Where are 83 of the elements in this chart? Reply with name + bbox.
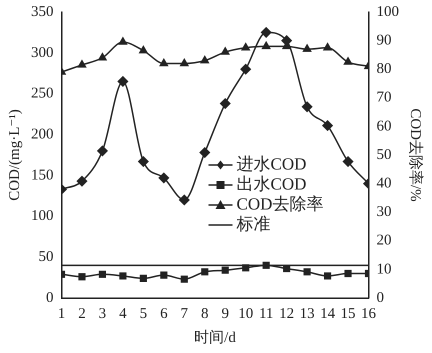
point xyxy=(180,276,188,283)
point xyxy=(220,98,230,109)
point xyxy=(342,156,354,167)
y-tick-label: 250 xyxy=(31,86,54,102)
y-tick-label: 100 xyxy=(31,208,54,224)
point xyxy=(97,146,108,156)
y2-tick-label: 80 xyxy=(376,61,392,78)
point xyxy=(119,272,126,280)
point xyxy=(78,273,86,280)
x-tick-label: 2 xyxy=(78,306,86,322)
y2-tick-label: 90 xyxy=(376,32,392,49)
y2-tick-label: 0 xyxy=(376,290,384,306)
point xyxy=(262,262,270,269)
point xyxy=(302,102,312,112)
x-tick-label: 8 xyxy=(201,306,209,322)
point xyxy=(158,172,170,184)
point xyxy=(76,176,88,186)
x-tick-label: 14 xyxy=(320,306,336,322)
y2-tick-label: 40 xyxy=(376,176,392,192)
point xyxy=(324,272,332,280)
point xyxy=(344,57,352,65)
x-tick-label: 6 xyxy=(160,306,168,322)
point xyxy=(118,76,128,87)
legend-label: 进水COD xyxy=(236,154,306,174)
x-tick-label: 5 xyxy=(140,306,148,322)
x-tick-label: 11 xyxy=(258,306,274,322)
y-tick-label: 150 xyxy=(31,167,54,184)
point xyxy=(241,43,250,50)
x-tick-label: 7 xyxy=(180,306,189,322)
point xyxy=(221,47,230,55)
point xyxy=(222,266,229,274)
point xyxy=(200,147,210,158)
y2-tick-label: 50 xyxy=(376,146,392,163)
x-axis-title: 时间/d xyxy=(194,328,236,346)
y2-tick-label: 30 xyxy=(376,204,392,220)
x-tick-label: 4 xyxy=(119,306,128,322)
y2-tick-label: 20 xyxy=(376,232,392,249)
y2-axis-title: COD去除率/% xyxy=(407,108,424,202)
x-tick-label: 16 xyxy=(361,306,376,322)
point xyxy=(160,272,168,279)
point xyxy=(344,270,352,278)
y-tick-label: 200 xyxy=(31,126,54,143)
point xyxy=(260,27,272,38)
legend-label: COD去除率 xyxy=(236,194,324,214)
point xyxy=(281,35,292,46)
x-tick-label: 10 xyxy=(238,306,254,322)
x-tick-label: 9 xyxy=(221,306,229,322)
point xyxy=(140,274,147,282)
y2-tick-label: 60 xyxy=(376,118,392,134)
x-tick-label: 1 xyxy=(58,306,66,322)
y2-tick-label: 10 xyxy=(376,261,392,278)
point xyxy=(201,268,208,276)
point xyxy=(283,265,290,272)
legend-label: 标准 xyxy=(236,214,270,234)
x-tick-label: 12 xyxy=(279,306,294,322)
point xyxy=(138,156,149,167)
point xyxy=(180,58,189,66)
point xyxy=(98,270,106,278)
y2-tick-label: 70 xyxy=(376,90,392,106)
x-tick-label: 3 xyxy=(98,306,106,322)
point xyxy=(302,44,312,52)
x-tick-label: 13 xyxy=(300,306,315,322)
point xyxy=(200,56,209,64)
y-tick-label: 0 xyxy=(46,290,54,306)
point xyxy=(240,64,251,74)
point xyxy=(242,264,250,272)
y-tick-label: 350 xyxy=(31,4,54,20)
point xyxy=(98,53,107,61)
point xyxy=(160,58,168,66)
y-axis-title: COD/(mg·L⁻¹) xyxy=(6,109,23,201)
point xyxy=(323,43,332,50)
y2-tick-label: 100 xyxy=(376,4,399,20)
point xyxy=(322,120,333,131)
point xyxy=(262,42,270,50)
legend-label: 出水COD xyxy=(236,174,306,194)
point xyxy=(139,46,148,54)
y-tick-label: 300 xyxy=(31,44,54,61)
point xyxy=(118,37,128,45)
point xyxy=(179,194,190,206)
point xyxy=(304,268,311,276)
x-tick-label: 15 xyxy=(340,306,356,322)
y-tick-label: 50 xyxy=(38,249,54,266)
point xyxy=(78,60,86,68)
